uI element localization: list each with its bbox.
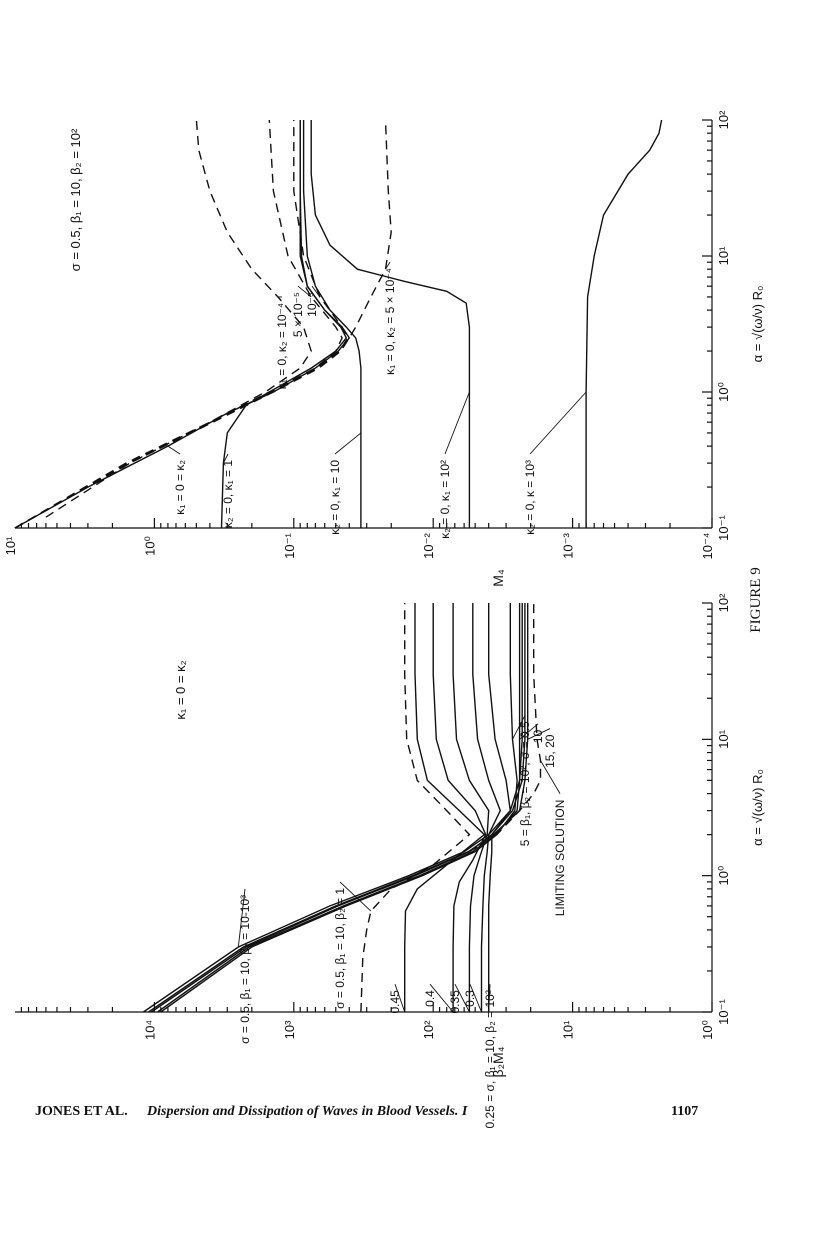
chart-left-series — [143, 603, 542, 1013]
right-series-1-0-1 — [220, 120, 348, 529]
left-leader-line — [237, 888, 246, 948]
right-series-label: κ₁ = 0 = κ₂ — [173, 460, 187, 515]
footer-title: Dispersion and Dissipation of Waves in B… — [147, 1104, 468, 1119]
right-leader-line — [311, 285, 321, 298]
chart-right: 10⁻¹ 10⁰ 10¹ 10² 10⁻⁴ 10⁻³ 10⁻² 10⁻¹ 10⁰ 10¹ α = √… — [3, 110, 765, 587]
left-series-7-0-25-10-10 — [488, 603, 512, 1012]
right-y-tick-label: 10⁻¹ — [282, 533, 297, 559]
right-series-label: κ₂ = 0, κ₁ = 10 — [328, 460, 342, 535]
left-series-label: 0.45 — [388, 990, 402, 1014]
right-series-label: κ₁ = 0, κ₂ = 10⁻⁴ — [275, 303, 289, 389]
left-leader-line — [540, 760, 561, 794]
left-series-label: σ = 0.5, β₁ = 10, β₂ = 10-10³ — [238, 895, 252, 1044]
right-series-label: κ₂ = 0, κ = 10³ — [523, 460, 537, 535]
left-series-label: 0.4 — [423, 990, 437, 1007]
left-leader-line — [429, 983, 454, 1013]
left-series-5-0-35 — [452, 603, 490, 1012]
left-x-tick-label: 10⁻¹ — [716, 999, 731, 1025]
right-leader-line — [334, 432, 362, 455]
right-series-3-0-10 — [310, 120, 471, 528]
left-leader-line — [488, 984, 491, 1013]
right-series-4-0-10 — [585, 119, 663, 528]
left-series-label: 0.35 — [448, 990, 462, 1014]
right-series-label: κ₂ = 0, κ₁ = 1 — [221, 460, 235, 528]
right-x-tick-label: 10¹ — [716, 246, 731, 265]
right-series-label: κ₂ = 0, κ₁ = 10² — [438, 460, 452, 539]
left-series-label: 5 = β₁, β₂ = 10², σ = 0.5 — [518, 721, 532, 846]
left-leader-line — [512, 715, 526, 740]
left-y-tick-label: 10⁴ — [142, 1020, 157, 1040]
right-x-tick-label: 10² — [716, 110, 731, 129]
right-series-8-0-5-10 — [14, 119, 392, 529]
left-leader-line — [527, 728, 551, 740]
right-series-label: κ₁ = 0, κ₂ = 5 × 10⁻⁴ — [383, 268, 397, 375]
right-y-tick-label: 10⁻⁴ — [700, 533, 715, 560]
right-leader-line — [297, 285, 312, 298]
right-y-tick-label: 10⁰ — [142, 536, 157, 556]
chart-right-annotations: σ = 0.5, β₁ = 10, β₂ = 10² κ₁ = 0 = κ₂ κ₂ … — [68, 128, 587, 539]
right-leader-line — [222, 453, 229, 464]
right-x-tick-label: 10⁻¹ — [716, 515, 731, 541]
right-y-tick-label: 10⁻² — [421, 533, 436, 559]
left-series-10-15-20 — [148, 603, 529, 1013]
left-y-tick-label: 10⁰ — [700, 1020, 715, 1040]
right-header-annotation: σ = 0.5, β₁ = 10, β₂ = 10² — [68, 128, 83, 271]
left-y-tick-label: 10³ — [282, 1020, 297, 1039]
right-series-label: 10⁻⁵ — [305, 292, 319, 317]
left-series-label: σ = 0.5, β₁ = 10, β₂ = 1 — [333, 888, 347, 1009]
left-series-2-0-5-10-1 — [360, 603, 471, 1013]
left-series-label: LIMITING SOLUTION — [553, 800, 567, 917]
left-x-tick-label: 10² — [716, 593, 731, 612]
left-y-tick-label: 10² — [421, 1020, 436, 1039]
left-series-9-10 — [157, 603, 521, 1013]
left-series-3-0-45 — [404, 603, 486, 1012]
right-y-axis-title: M₄ — [490, 569, 506, 587]
right-leader-line — [167, 445, 181, 455]
chart-left-annotations: κ₁ = 0 = κ₂ σ = 0.5, β₁ = 10, β₂ = 10-10³… — [173, 660, 567, 1128]
figure-caption: FIGURE 9 — [748, 567, 764, 632]
left-series-6-0-3 — [472, 603, 502, 1012]
chart-right-axis: 10⁻¹ 10⁰ 10¹ 10² 10⁻⁴ 10⁻³ 10⁻² 10⁻¹ 10⁰ 10¹ α = √… — [3, 110, 765, 587]
left-x-axis-title: α = √(ω/ν) R₀ — [750, 769, 765, 846]
left-x-tick-label: 10¹ — [716, 729, 731, 748]
left-header-annotation: κ₁ = 0 = κ₂ — [173, 660, 188, 719]
right-leader-line — [529, 391, 587, 455]
left-series-label: 0.25 = σ, β₁ = 10, β₂ = 10² — [483, 990, 497, 1128]
left-x-tick-label: 10⁰ — [716, 866, 731, 886]
right-x-axis-title: α = √(ω/ν) R₀ — [750, 286, 765, 363]
right-y-tick-label: 10⁻³ — [561, 533, 576, 559]
left-y-axis-title: β₂M₄ — [490, 1046, 506, 1077]
footer-authors: JONES ET AL. — [35, 1104, 128, 1119]
right-y-tick-label: 10¹ — [3, 536, 18, 555]
footer-page-number: 1107 — [671, 1104, 699, 1119]
right-x-tick-label: 10⁰ — [716, 382, 731, 402]
left-leader-line — [454, 983, 470, 1013]
left-leader-line — [394, 984, 406, 1013]
right-series-label: 5 × 10⁻⁵ — [291, 292, 305, 337]
left-series-11-limiting-solution — [469, 603, 542, 853]
left-y-tick-label: 10¹ — [561, 1020, 576, 1039]
left-leader-line — [519, 723, 539, 740]
right-leader-line — [444, 391, 470, 455]
page-footer: JONES ET AL. Dispersion and Dissipation … — [35, 1104, 735, 1126]
right-series-5-0-10 — [45, 119, 312, 518]
chart-right-series — [14, 119, 663, 529]
left-series-label: 0.3 — [463, 990, 477, 1007]
left-series-4-0-4 — [432, 603, 487, 1012]
right-leader-line — [385, 261, 391, 270]
left-leader-line — [339, 881, 372, 912]
right-series-7-10 — [14, 120, 349, 529]
right-series-2-0-10 — [302, 120, 362, 528]
left-leader-line — [469, 983, 482, 1013]
left-series-label: 15, 20 — [543, 734, 557, 768]
